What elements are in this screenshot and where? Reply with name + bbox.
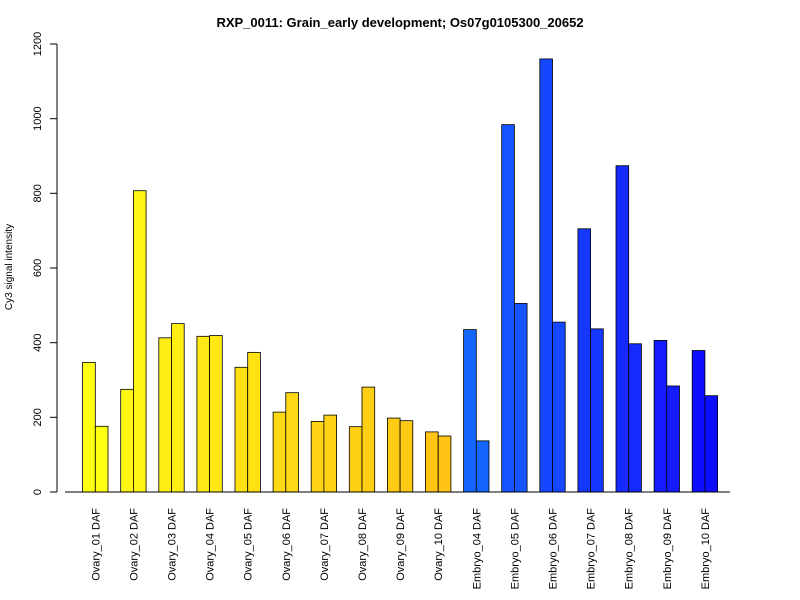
x-tick-label: Embryo_10 DAF (700, 508, 712, 590)
x-tick-label: Embryo_09 DAF (662, 508, 674, 590)
bar (577, 228, 592, 493)
bar (234, 366, 249, 493)
bar (386, 417, 401, 493)
bar (552, 321, 566, 493)
y-axis-label: Cy3 signal intensity (4, 224, 15, 310)
bar (653, 340, 668, 493)
bar (285, 392, 299, 493)
x-tick-label: Ovary_05 DAF (243, 508, 255, 581)
x-tick-label: Embryo_06 DAF (548, 508, 560, 590)
x-tick-label: Embryo_05 DAF (509, 508, 521, 590)
bar (82, 362, 96, 493)
bar (272, 411, 287, 493)
bar (501, 124, 515, 493)
x-tick-label: Ovary_02 DAF (128, 508, 140, 581)
bar (425, 431, 439, 493)
x-tick-label: Ovary_09 DAF (395, 508, 407, 581)
bars (82, 58, 719, 493)
x-tick-label: Embryo_04 DAF (471, 508, 483, 590)
bar (539, 58, 553, 493)
bar (247, 351, 261, 493)
bar (323, 414, 337, 493)
y-tick-label: 800 (32, 184, 44, 202)
bar (463, 329, 477, 493)
y-tick-label: 200 (32, 408, 44, 426)
bar (94, 425, 109, 493)
bar (158, 337, 172, 493)
x-tick-label: Ovary_06 DAF (281, 508, 293, 581)
x-tick-label: Ovary_08 DAF (357, 508, 369, 581)
bar (399, 420, 414, 493)
bar (171, 323, 185, 493)
bar (514, 303, 528, 493)
y-tick-label: 600 (32, 259, 44, 277)
y-axis: 0 200 400 600 800 1000 1200 (32, 32, 58, 495)
bar (615, 165, 630, 493)
y-tick-label: 400 (32, 333, 44, 351)
y-tick-label: 0 (32, 489, 44, 495)
x-tick-label: Ovary_03 DAF (167, 508, 179, 581)
y-tick-label: 1200 (32, 32, 44, 56)
bar (437, 435, 452, 493)
x-tick-label: Ovary_10 DAF (433, 508, 445, 581)
bar (196, 335, 210, 493)
x-tick-label: Ovary_07 DAF (319, 508, 331, 581)
x-tick-label: Ovary_01 DAF (90, 508, 102, 581)
x-tick-label: Embryo_08 DAF (624, 508, 636, 590)
bar (628, 343, 642, 493)
bar (348, 426, 363, 493)
bar (120, 388, 134, 493)
x-tick-label: Embryo_07 DAF (586, 508, 598, 590)
chart-title: RXP_0011: Grain_early development; Os07g… (216, 15, 583, 30)
bar (475, 440, 490, 493)
bar (310, 421, 325, 493)
bar (361, 386, 376, 493)
bar (209, 335, 223, 493)
bar (666, 385, 680, 493)
bar (590, 328, 604, 493)
x-tick-labels: Ovary_01 DAF Ovary_02 DAF Ovary_03 DAF Ovar… (90, 508, 712, 590)
bar (691, 350, 706, 493)
bar (132, 190, 147, 493)
bar (704, 395, 719, 493)
x-tick-label: Ovary_04 DAF (205, 508, 217, 581)
y-tick-label: 1000 (32, 106, 44, 130)
